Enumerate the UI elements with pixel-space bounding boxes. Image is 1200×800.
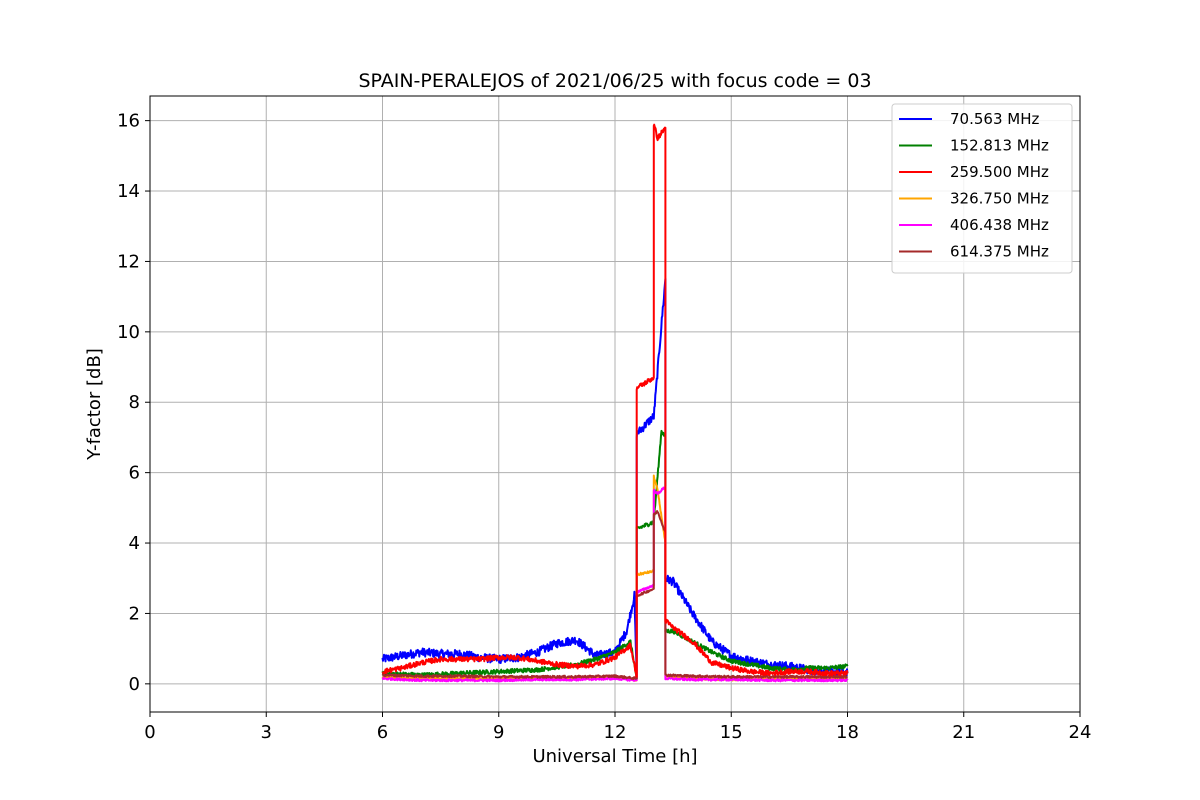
x-tick-label: 12 bbox=[604, 722, 627, 743]
y-tick-label: 12 bbox=[117, 251, 140, 272]
legend-label: 152.813 MHz bbox=[950, 137, 1049, 155]
legend-label: 70.563 MHz bbox=[950, 110, 1039, 128]
y-tick-label: 16 bbox=[117, 111, 140, 132]
y-tick-label: 0 bbox=[129, 674, 140, 695]
legend: 70.563 MHz 152.813 MHz 259.500 MHz 326.750 … bbox=[891, 103, 1073, 274]
y-tick-label: 10 bbox=[117, 322, 140, 343]
legend-label: 326.750 MHz bbox=[950, 190, 1049, 208]
x-tick-label: 3 bbox=[261, 722, 272, 743]
series-line bbox=[381, 429, 849, 680]
legend-label: 259.500 MHz bbox=[950, 163, 1049, 181]
y-tick-label: 4 bbox=[129, 533, 140, 554]
y-axis-title: Y-factor [dB] bbox=[84, 348, 105, 461]
series-line bbox=[381, 510, 848, 681]
x-tick-label: 15 bbox=[720, 722, 743, 743]
x-axis-title: Universal Time [h] bbox=[532, 746, 697, 767]
x-tick-label: 24 bbox=[1069, 722, 1092, 743]
series-line bbox=[381, 485, 849, 683]
x-tick-label: 0 bbox=[144, 722, 155, 743]
y-tick-label: 2 bbox=[129, 603, 140, 624]
legend-box bbox=[891, 103, 1073, 274]
series-group bbox=[381, 123, 849, 683]
legend-label: 614.375 MHz bbox=[950, 243, 1049, 261]
x-tick-label: 21 bbox=[952, 722, 975, 743]
x-tick-label: 18 bbox=[836, 722, 859, 743]
y-tick-label: 14 bbox=[117, 181, 140, 202]
series-line bbox=[381, 123, 849, 678]
chart-title: SPAIN-PERALEJOS of 2021/06/25 with focus… bbox=[358, 70, 871, 92]
x-tick-label: 9 bbox=[493, 722, 504, 743]
legend-label: 406.438 MHz bbox=[950, 216, 1049, 234]
x-tick-label: 6 bbox=[377, 722, 388, 743]
y-tick-label: 6 bbox=[129, 463, 140, 484]
y-tick-label: 8 bbox=[129, 392, 140, 413]
